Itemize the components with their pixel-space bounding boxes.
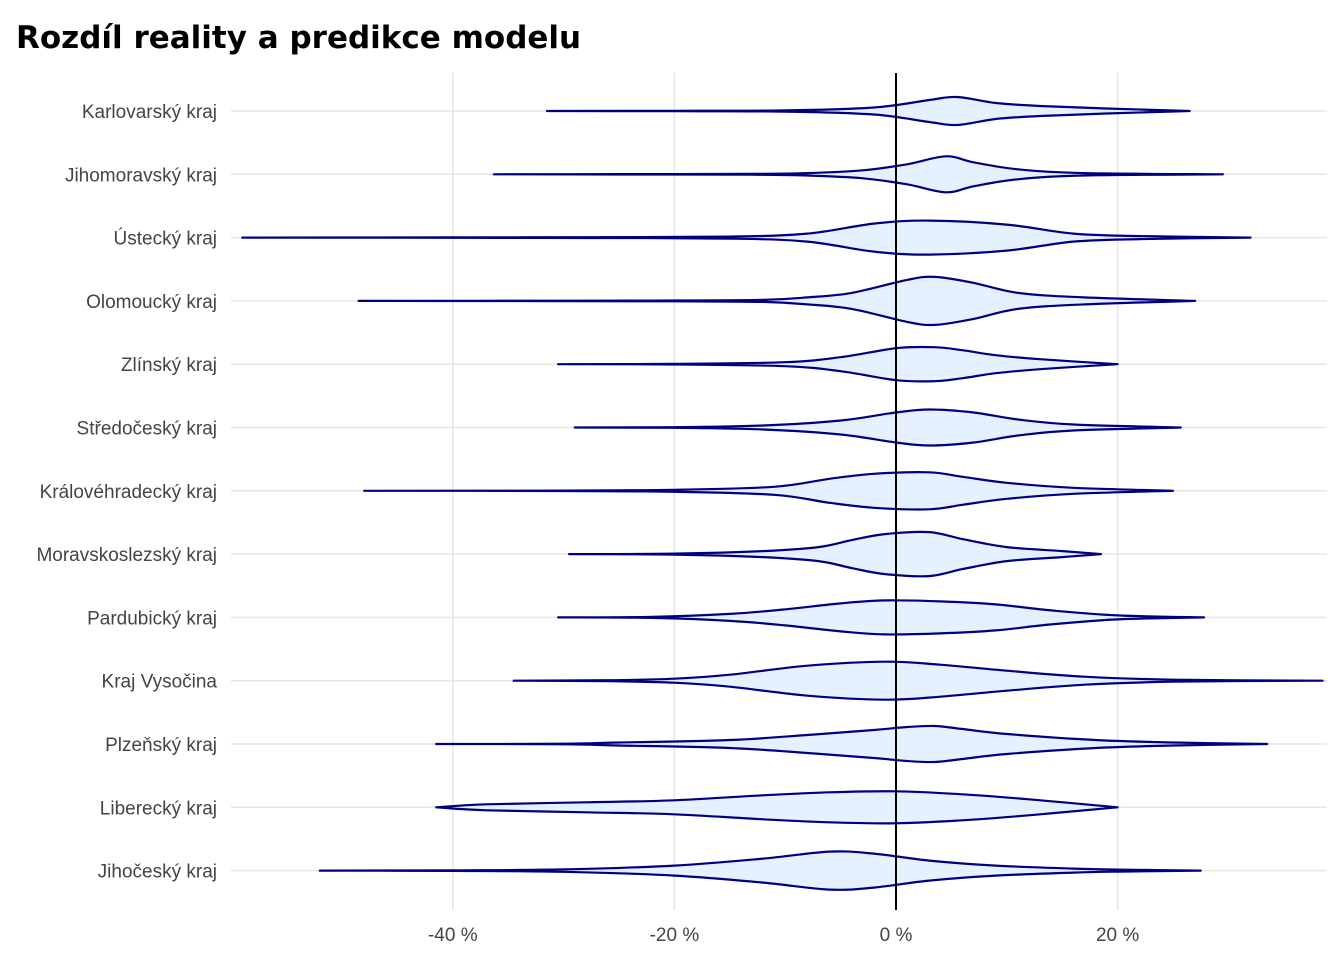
- violin-pardubick-kraj: [557, 599, 1206, 636]
- violins: [241, 95, 1324, 891]
- y-category-label: Olomoucký kraj: [86, 292, 217, 313]
- violin-moravskoslezsk-kraj: [568, 530, 1103, 578]
- x-axis-labels: -40 % -20 % 0 % 20 %: [428, 925, 1139, 946]
- violin-st-edo-esk-kraj: [573, 408, 1182, 447]
- y-category-label: Zlínský kraj: [121, 355, 217, 376]
- x-tick-label: -20 %: [650, 925, 700, 946]
- y-category-label: Jihočeský kraj: [98, 862, 217, 883]
- y-category-label: Pardubický kraj: [87, 608, 217, 629]
- y-category-label: Plzeňský kraj: [105, 735, 217, 756]
- y-category-label: Moravskoslezský kraj: [36, 545, 217, 566]
- violin-jiho-esk-kraj: [318, 850, 1202, 891]
- violin-plze-sk-kraj: [435, 724, 1269, 764]
- y-category-label: Královéhradecký kraj: [40, 482, 217, 503]
- x-tick-label: 0 %: [880, 925, 913, 946]
- x-tick-label: -40 %: [428, 925, 478, 946]
- violin-libereck-kraj: [435, 790, 1119, 825]
- violin-kr-lov-hradeck-kraj: [363, 471, 1175, 511]
- violin-kraj-vyso-ina: [512, 660, 1324, 701]
- y-category-label: Ústecký kraj: [114, 228, 217, 250]
- y-axis-labels: Karlovarský kraj Jihomoravský kraj Ústecký…: [36, 102, 217, 883]
- violin-jihomoravsk-kraj: [492, 155, 1224, 194]
- violin-olomouck-kraj: [357, 275, 1197, 327]
- y-category-label: Karlovarský kraj: [82, 102, 217, 123]
- y-category-label: Kraj Vysočina: [102, 672, 218, 693]
- violin--steck-kraj: [241, 219, 1252, 256]
- y-category-label: Liberecký kraj: [100, 798, 217, 819]
- violin-karlovarsk-kraj: [545, 95, 1191, 127]
- y-category-label: Jihomoravský kraj: [65, 165, 217, 186]
- x-tick-label: 20 %: [1096, 925, 1139, 946]
- y-category-label: Středočeský kraj: [77, 419, 217, 440]
- violin-zl-nsk-kraj: [557, 345, 1119, 383]
- chart-title: Rozdíl reality a predikce modelu: [16, 20, 582, 56]
